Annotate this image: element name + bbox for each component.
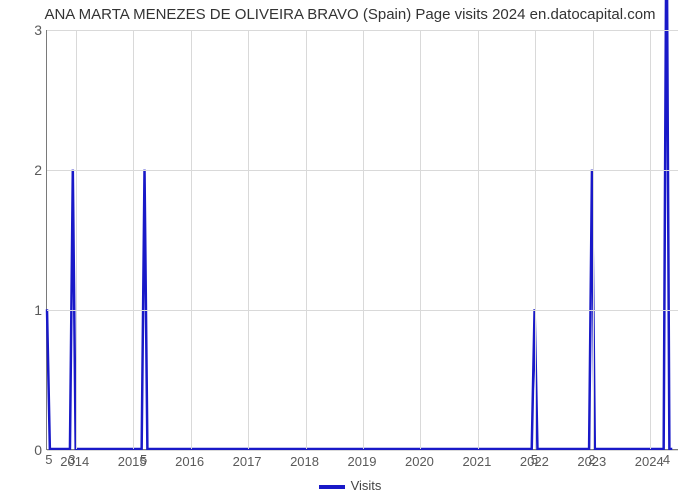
x-tick-label: 2017 [233, 454, 262, 469]
gridline-vertical [535, 30, 536, 449]
gridline-vertical [133, 30, 134, 449]
visits-line [47, 0, 672, 449]
gridline-horizontal [47, 450, 678, 451]
legend: Visits [0, 478, 700, 493]
x-tick-label: 2021 [462, 454, 491, 469]
spike-value-label: 2 [588, 452, 595, 467]
y-tick-label: 1 [12, 302, 42, 318]
gridline-vertical [650, 30, 651, 449]
spike-value-label: 4 [663, 452, 670, 467]
spike-value-label: 5 [531, 452, 538, 467]
spike-value-label: 3 [68, 452, 75, 467]
y-tick-label: 0 [12, 442, 42, 458]
x-tick-label: 2019 [348, 454, 377, 469]
x-tick-label: 2018 [290, 454, 319, 469]
x-tick-label: 2020 [405, 454, 434, 469]
gridline-vertical [593, 30, 594, 449]
gridline-vertical [478, 30, 479, 449]
spike-value-label: 5 [140, 452, 147, 467]
gridline-vertical [76, 30, 77, 449]
y-tick-label: 2 [12, 162, 42, 178]
chart-title: ANA MARTA MENEZES DE OLIVEIRA BRAVO (Spa… [0, 6, 700, 23]
x-tick-label: 2016 [175, 454, 204, 469]
x-tick-label: 2024 [635, 454, 664, 469]
y-tick-label: 3 [12, 22, 42, 38]
gridline-vertical [363, 30, 364, 449]
legend-label: Visits [351, 478, 382, 493]
gridline-vertical [306, 30, 307, 449]
gridline-vertical [248, 30, 249, 449]
plot-area [46, 30, 678, 450]
legend-swatch [319, 485, 345, 489]
spike-value-label: 5 [45, 452, 52, 467]
gridline-vertical [420, 30, 421, 449]
chart-container: { "chart": { "type": "line", "title": "A… [0, 0, 700, 500]
gridline-vertical [191, 30, 192, 449]
